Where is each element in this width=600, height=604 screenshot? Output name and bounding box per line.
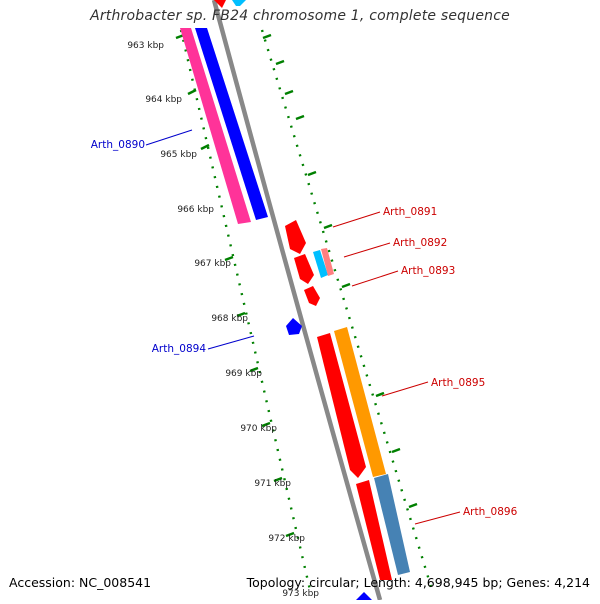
tick-label-972: 972 kbp xyxy=(268,534,305,544)
left-ticks xyxy=(175,33,295,538)
leader-Arth_0894 xyxy=(207,335,255,350)
tick-label-971: 971 kbp xyxy=(254,479,291,489)
tick-mark xyxy=(262,33,272,40)
tick-label-970: 970 kbp xyxy=(240,424,277,434)
tick-label-969: 969 kbp xyxy=(225,369,262,379)
feature-top-cyan[interactable] xyxy=(232,0,246,6)
gene-label-Arth_0896[interactable]: Arth_0896 xyxy=(463,506,518,518)
gene-label-Arth_0891[interactable]: Arth_0891 xyxy=(383,206,437,218)
gene-label-Arth_0894[interactable]: Arth_0894 xyxy=(152,343,207,355)
tick-mark xyxy=(375,391,385,398)
leader-lines xyxy=(145,129,461,525)
tick-mark xyxy=(187,88,197,96)
tick-mark xyxy=(408,502,418,509)
tick-mark xyxy=(261,421,271,428)
gene-Arth_0893-arrow[interactable] xyxy=(304,286,320,306)
tick-label-966: 966 kbp xyxy=(177,205,214,215)
tick-label-973: 973 kbp xyxy=(282,589,319,599)
tick-mark xyxy=(285,531,295,538)
tick-labels: 963 kbp 964 kbp 965 kbp 966 kbp 967 kbp … xyxy=(127,41,319,599)
gene-Arth_0896-arrow[interactable] xyxy=(356,480,392,580)
tick-label-964: 964 kbp xyxy=(145,95,182,105)
leader-Arth_0892 xyxy=(343,242,391,258)
tick-mark xyxy=(224,255,234,262)
tick-label-968: 968 kbp xyxy=(211,314,248,324)
gene-label-Arth_0893[interactable]: Arth_0893 xyxy=(401,265,455,277)
tick-mark xyxy=(341,282,351,289)
gene-Arth_0890-block-2[interactable] xyxy=(195,28,268,220)
tick-mark xyxy=(307,170,317,177)
gene-Arth_0891-arrow[interactable] xyxy=(285,220,306,254)
gene-Arth_0892-block-2[interactable] xyxy=(313,250,328,278)
gene-Arth_0895-block-2[interactable] xyxy=(334,327,386,477)
gene-label-Arth_0895[interactable]: Arth_0895 xyxy=(431,377,485,389)
tick-mark xyxy=(275,59,285,66)
gene-label-Arth_0892[interactable]: Arth_0892 xyxy=(393,237,447,249)
tick-label-963: 963 kbp xyxy=(127,41,164,51)
right-dotted-track xyxy=(260,29,434,591)
sequence-info-text: Topology: circular; Length: 4,698,945 bp… xyxy=(246,575,590,590)
tick-mark xyxy=(284,89,294,96)
leader-Arth_0895 xyxy=(381,381,429,397)
right-ticks xyxy=(262,33,418,509)
gene-Arth_0894-arrow[interactable] xyxy=(286,318,302,335)
tick-label-967: 967 kbp xyxy=(194,259,231,269)
tick-mark xyxy=(273,476,283,483)
leader-Arth_0893 xyxy=(351,270,399,287)
tick-mark xyxy=(236,311,246,318)
tick-label-965: 965 kbp xyxy=(160,150,197,160)
tick-mark xyxy=(391,447,401,454)
gene-Arth_0892-block-3[interactable] xyxy=(321,248,334,276)
feature-top-red[interactable] xyxy=(214,0,226,8)
tick-mark xyxy=(295,114,305,121)
leader-Arth_0891 xyxy=(332,211,381,228)
gene-Arth_0895-arrow[interactable] xyxy=(317,333,366,478)
feature-bottom-blue[interactable] xyxy=(356,592,372,600)
tick-mark xyxy=(249,366,259,373)
gene-Arth_0892-arrow[interactable] xyxy=(294,254,314,284)
leader-Arth_0890 xyxy=(145,129,193,146)
gene-label-Arth_0890[interactable]: Arth_0890 xyxy=(91,139,145,151)
accession-text: Accession: NC_008541 xyxy=(9,575,152,590)
gene-Arth_0896-block-2[interactable] xyxy=(374,474,410,575)
tick-mark xyxy=(200,143,210,151)
gene-Arth_0890-block[interactable] xyxy=(180,28,251,224)
page-title: Arthrobacter sp. FB24 chromosome 1, comp… xyxy=(90,8,510,24)
backbone xyxy=(211,0,383,601)
gene-labels: Arth_0890 Arth_0891 Arth_0892 Arth_0893 … xyxy=(91,139,518,518)
tick-mark xyxy=(323,223,333,230)
leader-Arth_0896 xyxy=(414,511,461,525)
